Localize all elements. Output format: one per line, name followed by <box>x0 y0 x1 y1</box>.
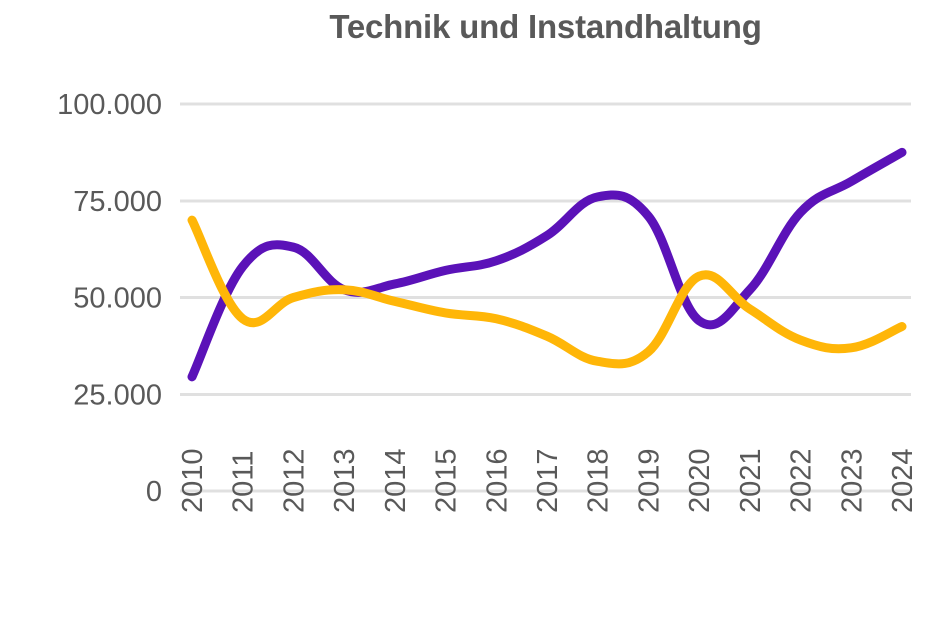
x-axis-tick-label: 2016 <box>481 448 513 513</box>
y-axis-tick-label: 100.000 <box>57 89 162 121</box>
x-axis-tick-label: 2023 <box>836 448 868 513</box>
y-axis-tick-label: 0 <box>146 476 162 508</box>
series-line-1 <box>187 147 907 382</box>
x-axis-tick-label: 2012 <box>278 448 310 513</box>
y-axis-tick-label: 75.000 <box>73 186 162 218</box>
x-axis-tick-label: 2014 <box>380 448 412 513</box>
x-axis-tick-label: 2011 <box>228 451 260 513</box>
x-axis-tick-label: 2018 <box>583 448 615 513</box>
chart-title: Technik und Instandhaltung <box>329 8 762 45</box>
y-axis-tick-label: 25.000 <box>73 379 162 411</box>
x-axis-tick-label: 2024 <box>887 448 919 513</box>
x-axis-tick-label: 2019 <box>633 448 665 513</box>
x-axis-tick-label: 2017 <box>532 448 564 513</box>
x-axis-tick-label: 2015 <box>431 448 463 513</box>
x-axis-tick-label: 2013 <box>329 448 361 513</box>
data-series-group <box>187 147 907 382</box>
x-axis-tick-label: 2021 <box>735 448 767 513</box>
y-axis-tick-labels: 100.000 75.000 50.000 25.000 0 <box>57 89 162 508</box>
x-axis-tick-label: 2020 <box>684 448 716 513</box>
x-axis-tick-labels: 2010 2011 2012 2013 2014 2015 2016 2017 2018 2019… <box>177 448 919 513</box>
series-line-2 <box>187 215 907 369</box>
y-axis-tick-label: 50.000 <box>73 283 162 315</box>
x-axis-tick-label: 2022 <box>786 448 818 513</box>
x-axis-tick-label: 2010 <box>177 448 209 513</box>
